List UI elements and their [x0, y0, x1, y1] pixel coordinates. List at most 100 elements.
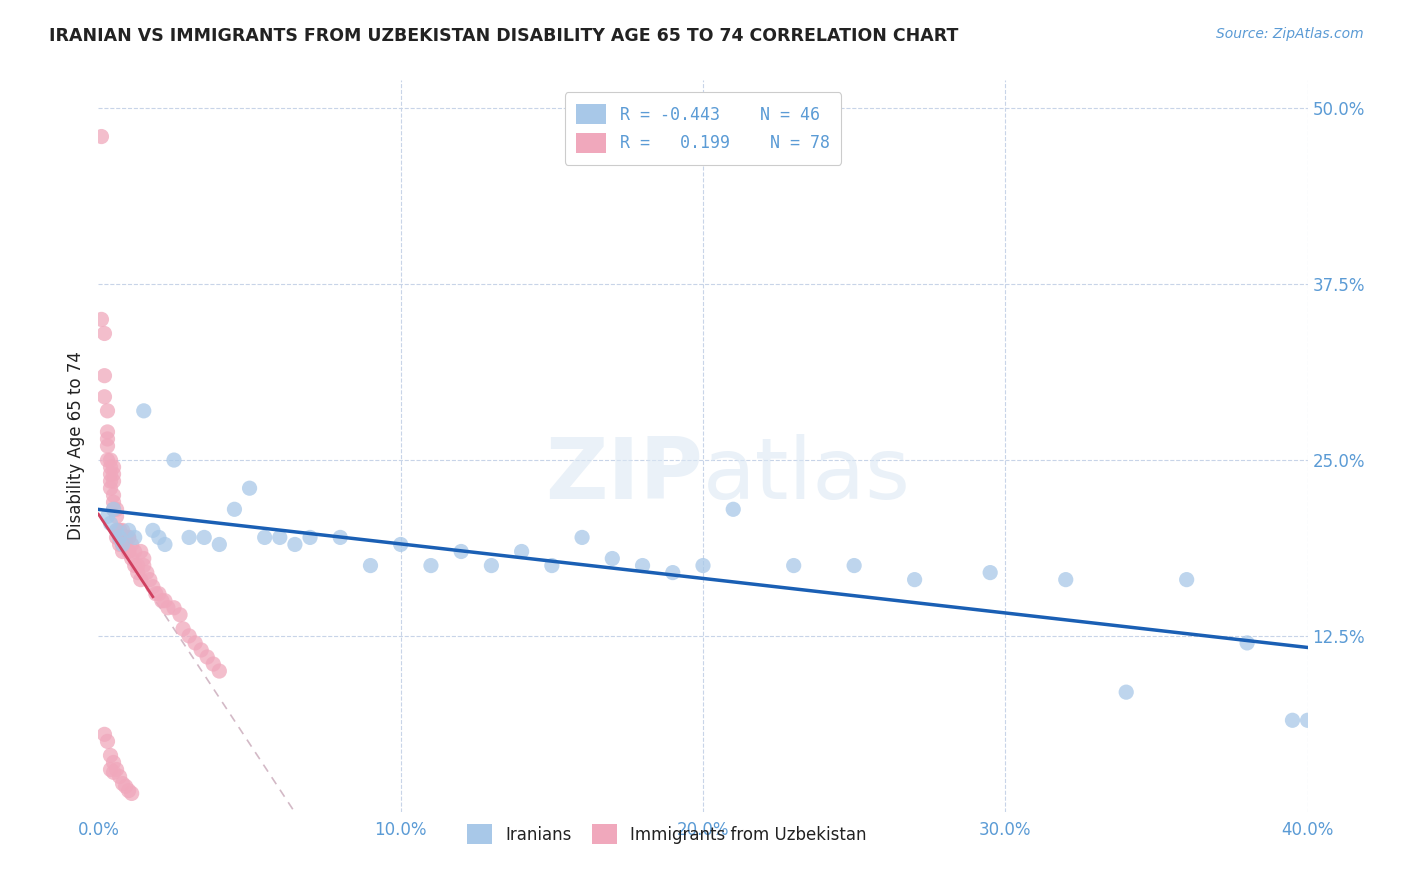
Point	[121, 537, 143, 551]
Point	[96, 432, 118, 446]
Point	[184, 636, 207, 650]
Point	[1054, 573, 1077, 587]
Point	[124, 558, 146, 573]
Point	[132, 551, 155, 566]
Text: Source: ZipAtlas.com: Source: ZipAtlas.com	[1216, 27, 1364, 41]
Point	[103, 460, 125, 475]
Point	[118, 524, 141, 538]
Point	[96, 425, 118, 439]
Point	[100, 516, 122, 531]
Point	[179, 530, 201, 544]
Point	[103, 765, 125, 780]
Point	[253, 530, 276, 544]
Point	[208, 537, 231, 551]
Point	[979, 566, 1001, 580]
Point	[156, 600, 179, 615]
Point	[148, 587, 170, 601]
Point	[1281, 714, 1303, 728]
Point	[118, 783, 141, 797]
Point	[121, 551, 143, 566]
Point	[103, 474, 125, 488]
Point	[96, 453, 118, 467]
Point	[111, 544, 134, 558]
Point	[360, 558, 382, 573]
Point	[692, 558, 714, 573]
Text: IRANIAN VS IMMIGRANTS FROM UZBEKISTAN DISABILITY AGE 65 TO 74 CORRELATION CHART: IRANIAN VS IMMIGRANTS FROM UZBEKISTAN DI…	[49, 27, 959, 45]
Point	[148, 530, 170, 544]
Point	[105, 524, 128, 538]
Point	[105, 524, 128, 538]
Point	[224, 502, 246, 516]
Point	[450, 544, 472, 558]
Point	[420, 558, 443, 573]
Point	[142, 524, 165, 538]
Point	[103, 467, 125, 482]
Point	[481, 558, 503, 573]
Point	[111, 524, 134, 538]
Legend: Iranians, Immigrants from Uzbekistan: Iranians, Immigrants from Uzbekistan	[460, 817, 873, 851]
Point	[150, 593, 173, 607]
Point	[108, 537, 131, 551]
Point	[105, 502, 128, 516]
Point	[904, 573, 927, 587]
Point	[1175, 573, 1198, 587]
Point	[163, 600, 186, 615]
Point	[114, 530, 136, 544]
Point	[105, 509, 128, 524]
Point	[1115, 685, 1137, 699]
Point	[202, 657, 225, 671]
Point	[142, 580, 165, 594]
Point	[108, 770, 131, 784]
Point	[103, 495, 125, 509]
Point	[96, 509, 118, 524]
Point	[163, 453, 186, 467]
Point	[108, 524, 131, 538]
Point	[129, 544, 152, 558]
Point	[127, 566, 149, 580]
Point	[193, 530, 215, 544]
Point	[1296, 714, 1319, 728]
Point	[132, 404, 155, 418]
Point	[114, 537, 136, 551]
Point	[103, 502, 125, 516]
Point	[129, 573, 152, 587]
Point	[90, 129, 112, 144]
Point	[540, 558, 562, 573]
Text: atlas: atlas	[703, 434, 911, 516]
Point	[118, 530, 141, 544]
Point	[723, 502, 745, 516]
Point	[118, 544, 141, 558]
Point	[93, 727, 115, 741]
Point	[100, 481, 122, 495]
Point	[269, 530, 291, 544]
Point	[631, 558, 654, 573]
Point	[121, 787, 143, 801]
Point	[153, 537, 176, 551]
Point	[111, 776, 134, 790]
Point	[96, 439, 118, 453]
Point	[100, 748, 122, 763]
Point	[108, 530, 131, 544]
Point	[103, 756, 125, 770]
Point	[93, 326, 115, 341]
Point	[111, 537, 134, 551]
Point	[132, 558, 155, 573]
Point	[299, 530, 322, 544]
Point	[93, 390, 115, 404]
Point	[179, 629, 201, 643]
Point	[195, 650, 218, 665]
Point	[100, 467, 122, 482]
Point	[100, 763, 122, 777]
Point	[105, 763, 128, 777]
Point	[135, 566, 157, 580]
Point	[571, 530, 593, 544]
Point	[93, 368, 115, 383]
Point	[153, 593, 176, 607]
Point	[124, 544, 146, 558]
Point	[329, 530, 352, 544]
Point	[96, 404, 118, 418]
Point	[127, 558, 149, 573]
Point	[108, 530, 131, 544]
Point	[103, 502, 125, 516]
Y-axis label: Disability Age 65 to 74: Disability Age 65 to 74	[66, 351, 84, 541]
